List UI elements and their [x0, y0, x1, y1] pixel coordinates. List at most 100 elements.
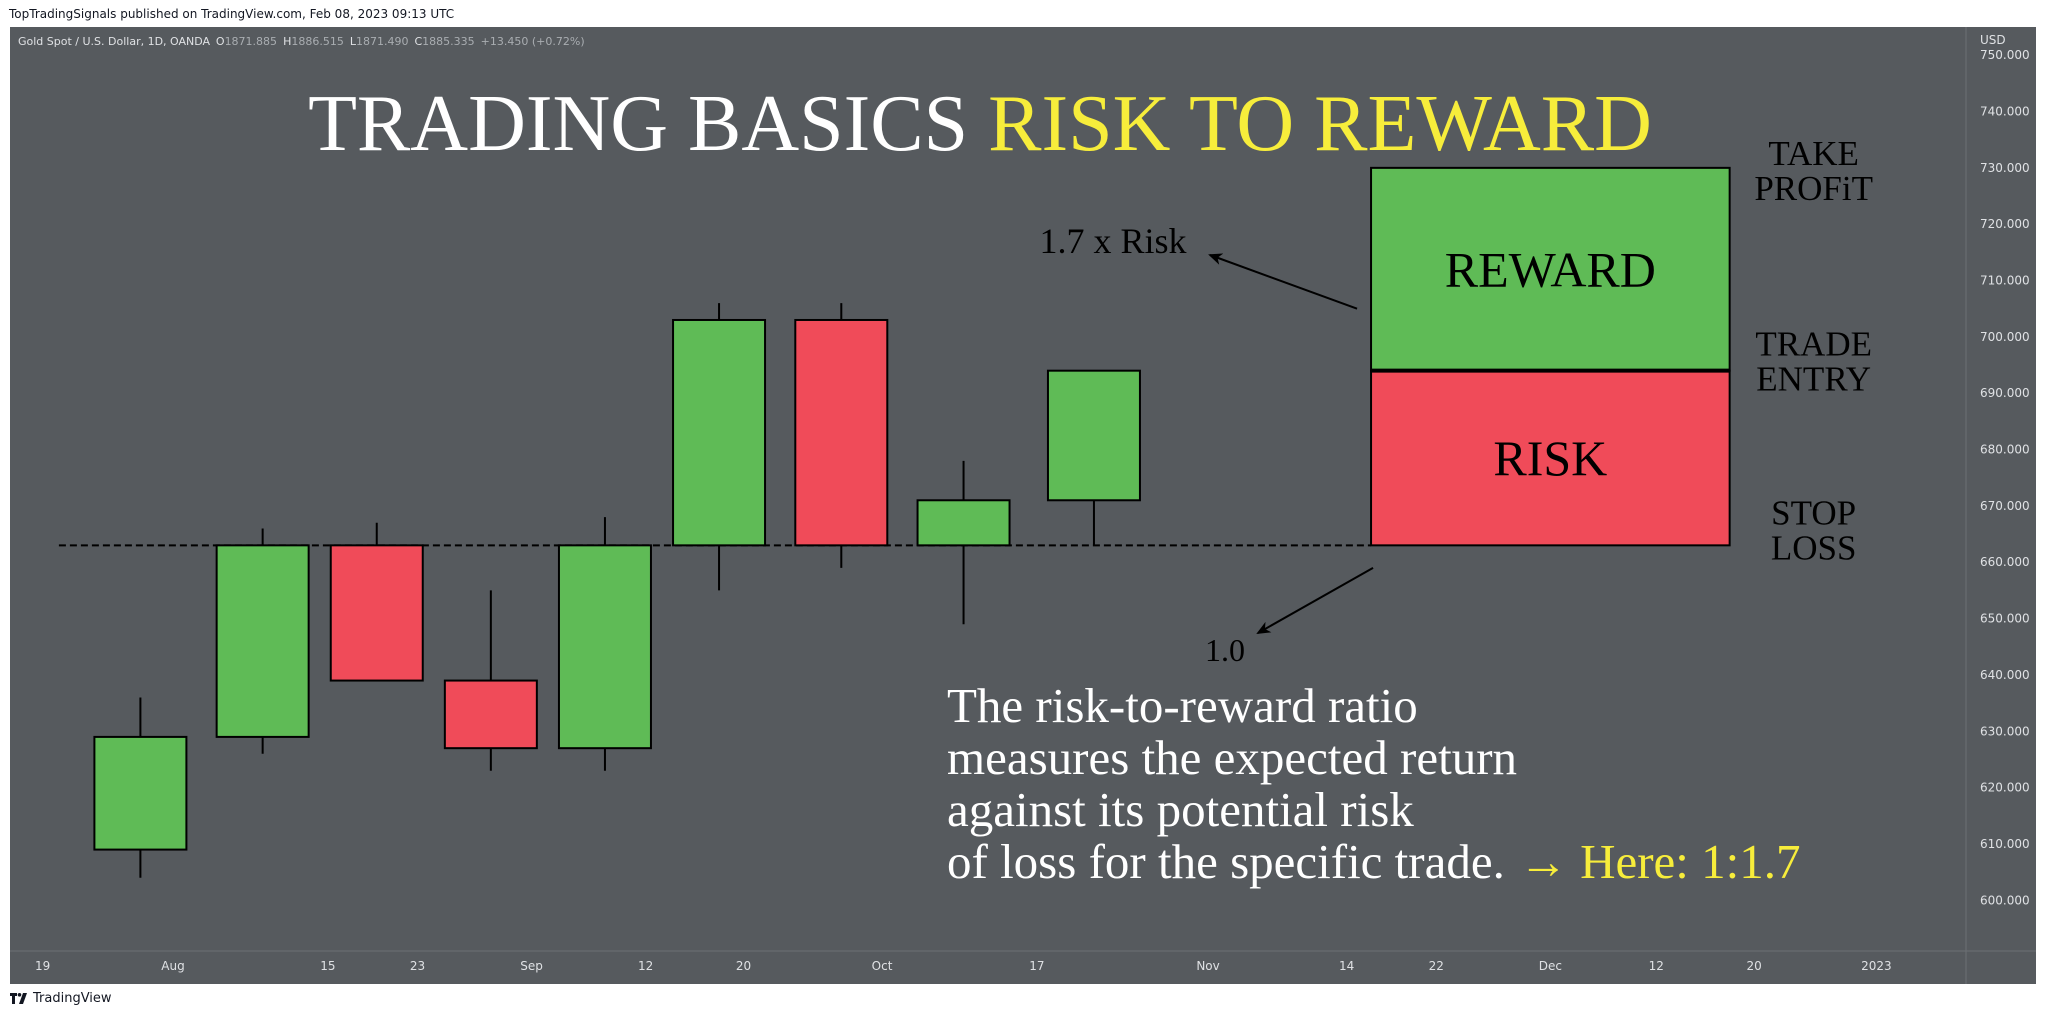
title-white: TRADING BASICS — [308, 80, 988, 168]
symbol-legend: Gold Spot / U.S. Dollar, 1D, OANDA O1871.… — [18, 35, 585, 48]
candle-body — [443, 679, 538, 750]
y-tick-label: 700.000 — [1980, 330, 2030, 344]
risk-reward-position[interactable]: REWARD RISK — [1370, 166, 1731, 547]
x-tick-label: 19 — [35, 959, 50, 973]
candle-body — [1046, 369, 1141, 502]
title-yellow: RISK TO REWARD — [988, 80, 1652, 168]
candle — [215, 528, 310, 754]
y-tick-label: 730.000 — [1980, 161, 2030, 175]
candle — [916, 460, 1011, 625]
y-tick-label: 620.000 — [1980, 781, 2030, 795]
ohlc-label: L — [350, 35, 357, 48]
ohlc-change: +13.450 (+0.72%) — [481, 35, 585, 48]
candle-body — [215, 544, 310, 738]
x-tick-label: 12 — [1649, 959, 1664, 973]
candle-body — [557, 544, 652, 750]
risk-multiple-label: 1.0 — [1205, 632, 1245, 668]
candle — [1046, 369, 1141, 546]
x-tick-label: Nov — [1196, 959, 1219, 973]
ohlc-value: 1871.490 — [356, 35, 409, 48]
reward-label: REWARD — [1445, 241, 1656, 297]
y-tick-label: 750.000 — [1980, 48, 2030, 62]
x-tick-label: 23 — [410, 959, 425, 973]
y-tick-label: 720.000 — [1980, 217, 2030, 231]
x-tick-label: Sep — [520, 959, 543, 973]
candle-body — [93, 735, 188, 851]
ohlc-value: 1871.885 — [225, 35, 278, 48]
x-tick-label: Aug — [161, 959, 184, 973]
ohlc-label: O — [216, 35, 225, 48]
y-tick-label: 690.000 — [1980, 386, 2030, 400]
trade-entry-label: TRADE — [1755, 325, 1872, 364]
y-tick-label: 610.000 — [1980, 837, 2030, 851]
risk-label: RISK — [1493, 430, 1607, 486]
stop-loss-label: LOSS — [1771, 528, 1857, 567]
reward-arrow — [1208, 253, 1358, 310]
description-line: measures the expected return — [947, 730, 1517, 785]
candle-body — [672, 318, 767, 547]
description-line: against its potential risk — [947, 782, 1414, 837]
candle — [443, 590, 538, 771]
candle — [794, 303, 889, 568]
take-profit-label: TAKE — [1768, 134, 1859, 173]
take-profit-label: PROFiT — [1754, 169, 1873, 208]
candle-body — [329, 544, 424, 682]
x-tick-label: Dec — [1539, 959, 1562, 973]
x-tick-label: 15 — [320, 959, 335, 973]
x-tick-label: 14 — [1339, 959, 1354, 973]
x-tick-label: 22 — [1429, 959, 1444, 973]
y-tick-label: 600.000 — [1980, 893, 2030, 907]
description-text: against its potential risk — [947, 782, 1414, 837]
ohlc-label: H — [283, 35, 291, 48]
trade-entry-label: ENTRY — [1756, 360, 1871, 399]
tradingview-logo-icon — [10, 993, 27, 1004]
risk-arrow — [1256, 567, 1374, 634]
description-line: of loss for the specific trade. → Here: 1… — [947, 834, 1801, 889]
chart[interactable]: 750.000 740.000 730.000 720.000 710.000 700.0… — [0, 0, 2047, 984]
brand-bar: TradingView — [0, 984, 2047, 1015]
y-axis-ticks: 750.000 740.000 730.000 720.000 710.000 700.0… — [1980, 48, 2030, 907]
candle — [93, 697, 188, 878]
time-scale[interactable] — [10, 951, 1966, 984]
x-tick-label: 20 — [736, 959, 751, 973]
x-tick-label: 12 — [638, 959, 653, 973]
description-text: The risk-to-reward ratio — [947, 678, 1418, 733]
y-tick-label: 640.000 — [1980, 668, 2030, 682]
candle-body — [794, 318, 889, 547]
x-tick-label: 20 — [1746, 959, 1761, 973]
candle — [557, 517, 652, 771]
x-axis-ticks: 19 Aug 15 23 Sep 12 20 Oct 17 Nov 14 22 Dec 12 20 2023 — [35, 959, 1892, 973]
currency-label: USD — [1980, 33, 2006, 47]
y-tick-label: 660.000 — [1980, 555, 2030, 569]
symbol-line: Gold Spot / U.S. Dollar, 1D, OANDA O1871.… — [18, 35, 585, 48]
reward-multiple-label: 1.7 x Risk — [1039, 221, 1186, 261]
ratio-note: → Here: 1:1.7 — [1519, 834, 1801, 889]
x-tick-label: Oct — [872, 959, 893, 973]
publisher-line: TopTradingSignals published on TradingVi… — [9, 7, 455, 21]
y-tick-label: 740.000 — [1980, 105, 2030, 119]
description-text: of loss for the specific trade. — [947, 834, 1505, 889]
stop-loss-label: STOP — [1771, 493, 1856, 532]
ohlc-value: 1885.335 — [422, 35, 475, 48]
symbol-instrument: Gold Spot / U.S. Dollar, 1D, OANDA — [18, 35, 211, 48]
candle — [672, 303, 767, 591]
x-tick-label: 17 — [1029, 959, 1044, 973]
candle — [329, 522, 424, 682]
chart-title: TRADING BASICS RISK TO REWARD — [308, 80, 1652, 168]
candles — [93, 303, 1141, 878]
y-tick-label: 650.000 — [1980, 612, 2030, 626]
y-tick-label: 680.000 — [1980, 443, 2030, 457]
y-tick-label: 630.000 — [1980, 724, 2030, 738]
ohlc-label: C — [414, 35, 422, 48]
brand-name: TradingView — [33, 991, 112, 1006]
tradingview-brand[interactable]: TradingView — [10, 991, 112, 1006]
x-tick-label: 2023 — [1861, 959, 1892, 973]
y-tick-label: 670.000 — [1980, 499, 2030, 513]
y-tick-label: 710.000 — [1980, 274, 2030, 288]
ohlc-value: 1886.515 — [291, 35, 344, 48]
description-text: measures the expected return — [947, 730, 1517, 785]
candle-body — [916, 499, 1011, 547]
price-scale[interactable] — [1966, 27, 2036, 984]
publisher-bar: TopTradingSignals published on TradingVi… — [0, 0, 2047, 27]
